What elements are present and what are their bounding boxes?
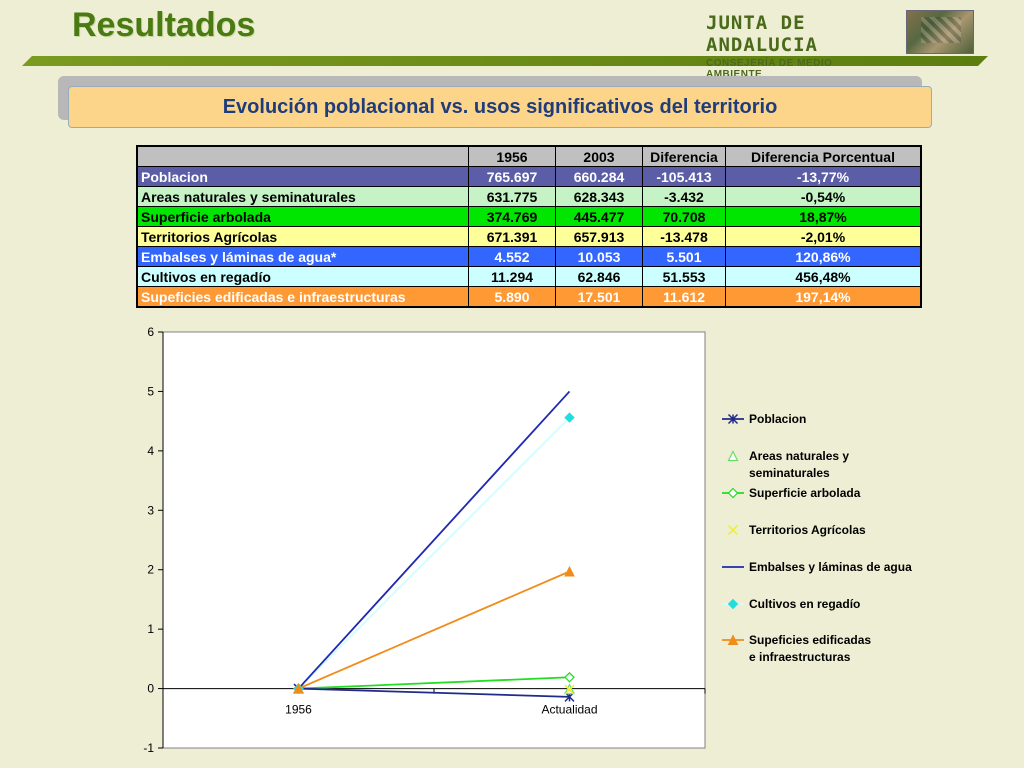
legend-label: Territorios Agrícolas bbox=[749, 523, 866, 537]
legend-marker bbox=[727, 487, 739, 499]
data-table: 1956 2003 Diferencia Diferencia Porcentu… bbox=[136, 145, 922, 308]
difference-cell: 11.612 bbox=[642, 286, 726, 308]
table-row: Embalses y láminas de agua* 4.552 10.053 5.… bbox=[136, 246, 922, 267]
header-cell bbox=[136, 145, 469, 167]
legend-label: Supeficies edificadas e infraestructuras bbox=[749, 633, 871, 664]
series-line bbox=[298, 687, 570, 698]
table-row: Cultivos en regadío 11.294 62.846 51.553 456… bbox=[136, 266, 922, 287]
legend-label: Poblacion bbox=[749, 412, 806, 426]
legend-label: Superficie arbolada bbox=[749, 486, 861, 500]
header-cell: Diferencia Porcentual bbox=[725, 145, 922, 167]
x-tick-label: 1956 bbox=[285, 703, 312, 717]
table-header-row: 1956 2003 Diferencia Diferencia Porcentu… bbox=[136, 145, 922, 167]
value-1956-cell: 5.890 bbox=[468, 286, 556, 308]
legend-label: Embalses y láminas de agua bbox=[749, 560, 912, 574]
value-1956-cell: 671.391 bbox=[468, 226, 556, 247]
difference-cell: 5.501 bbox=[642, 246, 726, 267]
row-label-cell: Poblacion bbox=[136, 166, 469, 187]
series-line bbox=[298, 570, 570, 690]
legend-marker bbox=[727, 450, 739, 462]
x-tick-label: Actualidad bbox=[541, 703, 597, 717]
y-tick-label: 2 bbox=[147, 563, 154, 577]
y-tick-label: 4 bbox=[147, 444, 154, 458]
data-point bbox=[564, 412, 575, 423]
value-2003-cell: 660.284 bbox=[555, 166, 643, 187]
difference-cell: 51.553 bbox=[642, 266, 726, 287]
legend-marker bbox=[727, 413, 739, 425]
header-cell: Diferencia bbox=[642, 145, 726, 167]
row-label-cell: Cultivos en regadío bbox=[136, 266, 469, 287]
y-tick-label: 6 bbox=[147, 325, 154, 339]
table-row: Supeficies edificadas e infraestructuras… bbox=[136, 286, 922, 308]
y-tick-label: 3 bbox=[147, 503, 154, 517]
value-2003-cell: 10.053 bbox=[555, 246, 643, 267]
percent-cell: 120,86% bbox=[725, 246, 922, 267]
series-line bbox=[298, 676, 570, 690]
logo-line2: CONSEJERÍA DE MEDIO AMBIENTE bbox=[706, 58, 833, 80]
data-point bbox=[564, 565, 575, 577]
legend-marker bbox=[727, 598, 739, 610]
value-2003-cell: 62.846 bbox=[555, 266, 643, 287]
y-tick-label: -1 bbox=[143, 741, 154, 755]
junta-logo: JUNTA DE ANDALUCIA CONSEJERÍA DE MEDIO A… bbox=[706, 12, 886, 80]
data-point bbox=[293, 682, 304, 694]
value-1956-cell: 631.775 bbox=[468, 186, 556, 207]
header-cell: 1956 bbox=[468, 145, 556, 167]
y-tick-label: 0 bbox=[147, 682, 154, 696]
series-line bbox=[297, 416, 571, 690]
legend-marker bbox=[727, 634, 739, 645]
table-row: Territorios Agrícolas 671.391 657.913 -13.4… bbox=[136, 226, 922, 247]
legend-label: Cultivos en regadío bbox=[749, 597, 860, 611]
page-title: Resultados bbox=[72, 6, 256, 44]
percent-cell: -0,54% bbox=[725, 186, 922, 207]
percent-cell: 197,14% bbox=[725, 286, 922, 308]
value-2003-cell: 657.913 bbox=[555, 226, 643, 247]
value-2003-cell: 628.343 bbox=[555, 186, 643, 207]
emblem-icon bbox=[906, 10, 974, 54]
legend-label: Areas naturales y seminaturales bbox=[749, 449, 849, 480]
row-label-cell: Embalses y láminas de agua* bbox=[136, 246, 469, 267]
value-2003-cell: 17.501 bbox=[555, 286, 643, 308]
percent-cell: -13,77% bbox=[725, 166, 922, 187]
value-2003-cell: 445.477 bbox=[555, 206, 643, 227]
slide-subtitle: Evolución poblacional vs. usos significa… bbox=[68, 86, 932, 128]
y-tick-label: 1 bbox=[147, 622, 154, 636]
legend-marker bbox=[727, 524, 739, 536]
table-row: Areas naturales y seminaturales 631.775 62… bbox=[136, 186, 922, 207]
logo-line1: JUNTA DE ANDALUCIA bbox=[706, 12, 818, 56]
row-label-cell: Territorios Agrícolas bbox=[136, 226, 469, 247]
data-point bbox=[564, 684, 575, 695]
row-label-cell: Supeficies edificadas e infraestructuras bbox=[136, 286, 469, 308]
table-row: Poblacion 765.697 660.284 -105.413 -13,77% bbox=[136, 166, 922, 187]
data-point bbox=[564, 671, 575, 683]
y-tick-label: 5 bbox=[147, 384, 154, 398]
series-line bbox=[297, 390, 571, 690]
percent-cell: 456,48% bbox=[725, 266, 922, 287]
table-row: Superficie arbolada 374.769 445.477 70.708 1… bbox=[136, 206, 922, 227]
